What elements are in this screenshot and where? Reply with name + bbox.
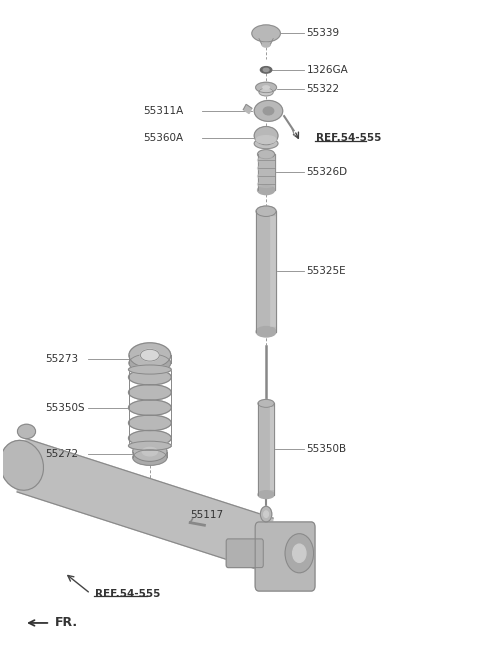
Text: 55322: 55322 (306, 84, 339, 95)
Ellipse shape (256, 82, 276, 93)
Polygon shape (17, 439, 273, 572)
Ellipse shape (258, 150, 275, 159)
Ellipse shape (258, 185, 275, 194)
Ellipse shape (262, 43, 270, 47)
Ellipse shape (256, 327, 276, 337)
Text: 55350B: 55350B (306, 444, 347, 454)
Bar (258, 403, 274, 495)
Text: 55117: 55117 (190, 510, 223, 520)
Ellipse shape (258, 491, 274, 499)
Ellipse shape (129, 343, 171, 367)
Polygon shape (259, 39, 273, 45)
Polygon shape (243, 104, 252, 114)
Circle shape (293, 544, 306, 562)
Ellipse shape (263, 86, 269, 89)
Ellipse shape (129, 369, 171, 385)
Ellipse shape (258, 173, 275, 179)
Ellipse shape (254, 127, 278, 145)
Ellipse shape (129, 415, 171, 431)
Ellipse shape (142, 447, 157, 456)
Ellipse shape (129, 354, 171, 372)
Ellipse shape (256, 206, 276, 216)
Text: 55273: 55273 (46, 354, 79, 364)
Ellipse shape (129, 442, 171, 450)
Text: 1326GA: 1326GA (306, 65, 348, 75)
Ellipse shape (258, 181, 275, 187)
Ellipse shape (261, 66, 272, 73)
Text: 55272: 55272 (46, 449, 79, 459)
Text: 55350S: 55350S (46, 403, 85, 413)
Ellipse shape (258, 399, 274, 407)
Text: FR.: FR. (55, 616, 78, 629)
Ellipse shape (129, 365, 171, 374)
Ellipse shape (258, 165, 275, 171)
FancyBboxPatch shape (226, 539, 263, 568)
Text: 55326D: 55326D (306, 167, 348, 177)
Ellipse shape (263, 68, 269, 72)
Ellipse shape (129, 384, 171, 400)
Ellipse shape (258, 157, 275, 164)
Text: 55325E: 55325E (306, 267, 346, 277)
Text: 55339: 55339 (306, 28, 339, 38)
Ellipse shape (252, 25, 280, 42)
Ellipse shape (129, 430, 171, 446)
Ellipse shape (254, 138, 278, 148)
Text: 55360A: 55360A (143, 133, 183, 143)
Circle shape (264, 511, 268, 518)
Ellipse shape (133, 442, 167, 461)
Text: 55311A: 55311A (143, 106, 183, 116)
FancyBboxPatch shape (255, 522, 315, 591)
Ellipse shape (263, 107, 274, 115)
Text: REF.54-555: REF.54-555 (96, 589, 161, 599)
Bar (258, 154, 275, 190)
Bar (256, 212, 276, 332)
Ellipse shape (17, 424, 36, 439)
Circle shape (261, 507, 272, 522)
Ellipse shape (129, 400, 171, 415)
Ellipse shape (133, 449, 167, 465)
Ellipse shape (259, 88, 273, 96)
Ellipse shape (0, 440, 44, 490)
Polygon shape (17, 439, 273, 572)
Ellipse shape (140, 350, 159, 361)
Ellipse shape (256, 136, 276, 143)
Ellipse shape (254, 101, 283, 122)
Text: REF.54-555: REF.54-555 (316, 133, 381, 143)
Circle shape (285, 533, 313, 573)
